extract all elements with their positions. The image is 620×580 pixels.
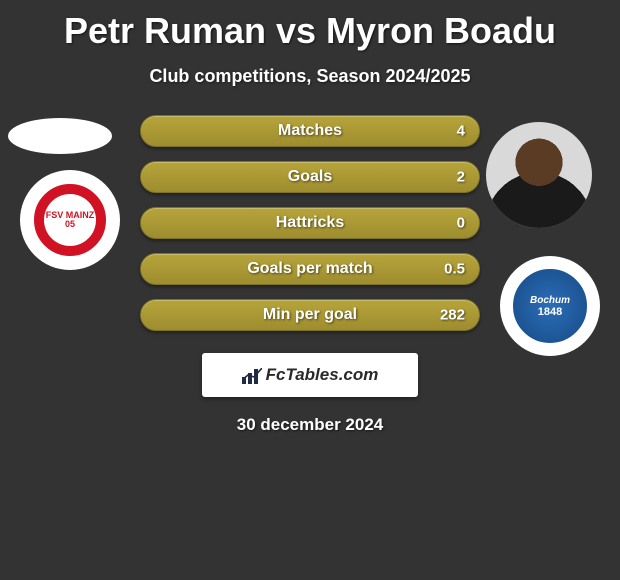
stat-row-min-per-goal: Min per goal 282	[140, 299, 480, 331]
brand-chart-icon	[242, 366, 262, 384]
club-left-crest: FSV MAINZ 05	[20, 170, 120, 270]
page-title: Petr Ruman vs Myron Boadu	[0, 0, 620, 52]
stat-row-matches: Matches 4	[140, 115, 480, 147]
brand-text: FcTables.com	[266, 365, 379, 385]
player-right-avatar	[486, 122, 592, 228]
stat-value-right: 4	[457, 123, 465, 140]
club-right-crest: Bochum 1848	[500, 256, 600, 356]
stat-row-hattricks: Hattricks 0	[140, 207, 480, 239]
stat-value-right: 0.5	[444, 261, 465, 278]
stat-value-right: 0	[457, 215, 465, 232]
stat-value-right: 2	[457, 169, 465, 186]
brand-chart-line-icon	[242, 368, 262, 382]
date-text: 30 december 2024	[0, 415, 620, 435]
bochum-crest-icon: Bochum 1848	[511, 267, 589, 345]
brand-box[interactable]: FcTables.com	[202, 353, 418, 397]
stat-label: Matches	[278, 122, 342, 140]
stat-label: Goals per match	[247, 260, 372, 278]
club-left-short: FSV MAINZ 05	[44, 194, 96, 246]
stats-container: Matches 4 Goals 2 Hattricks 0 Goals per …	[140, 115, 480, 331]
player-left-avatar	[8, 118, 112, 154]
mainz-crest-icon: FSV MAINZ 05	[34, 184, 106, 256]
stat-value-right: 282	[440, 307, 465, 324]
stat-label: Hattricks	[276, 214, 344, 232]
page-subtitle: Club competitions, Season 2024/2025	[0, 66, 620, 87]
player-right-face-icon	[486, 122, 592, 228]
stat-label: Goals	[288, 168, 332, 186]
club-right-name: Bochum	[530, 295, 570, 306]
stat-row-goals: Goals 2	[140, 161, 480, 193]
stat-row-goals-per-match: Goals per match 0.5	[140, 253, 480, 285]
club-right-year: 1848	[538, 306, 562, 318]
stat-label: Min per goal	[263, 306, 357, 324]
